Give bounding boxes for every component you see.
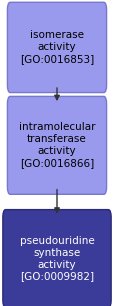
Text: isomerase
activity
[GO:0016853]: isomerase activity [GO:0016853] [20, 30, 93, 65]
Text: intramolecular
transferase
activity
[GO:0016866]: intramolecular transferase activity [GO:… [19, 122, 94, 168]
FancyBboxPatch shape [3, 210, 110, 306]
FancyBboxPatch shape [7, 2, 106, 93]
FancyBboxPatch shape [7, 96, 106, 194]
Text: pseudouridine
synthase
activity
[GO:0009982]: pseudouridine synthase activity [GO:0009… [19, 236, 94, 282]
